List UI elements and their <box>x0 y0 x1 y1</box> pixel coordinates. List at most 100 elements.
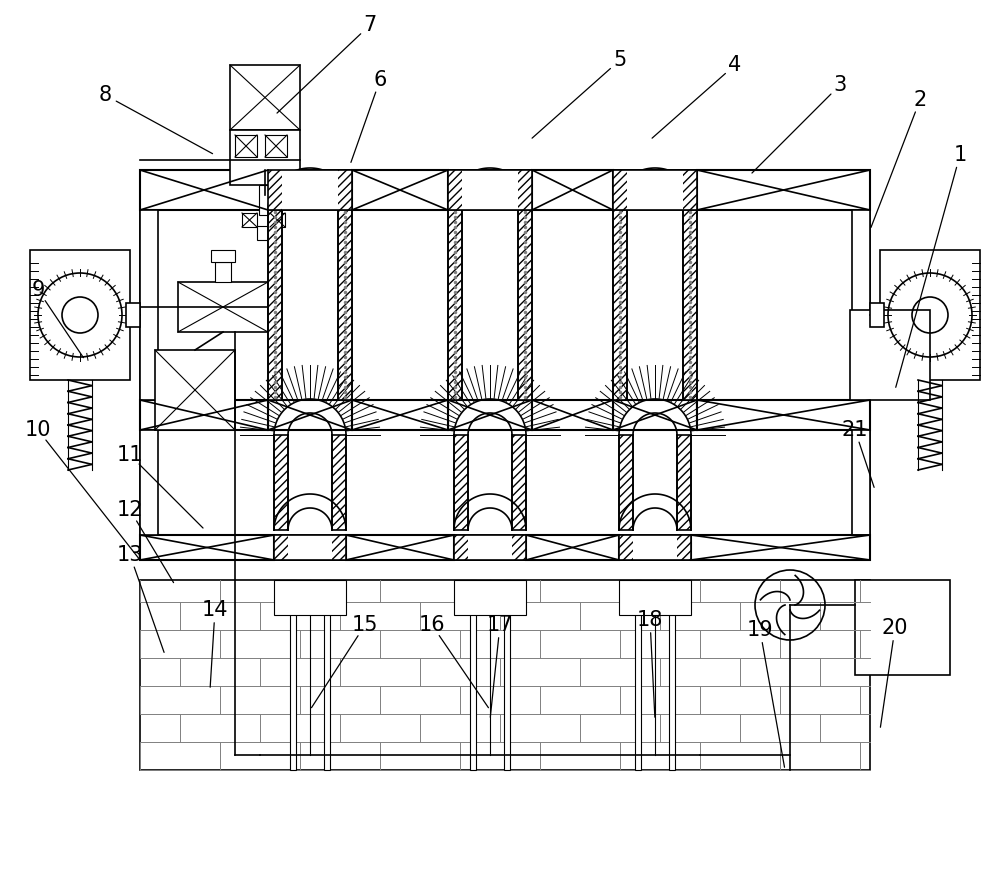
Bar <box>126 303 140 327</box>
Bar <box>850 310 930 400</box>
Bar <box>332 435 346 530</box>
Bar <box>880 250 980 380</box>
Bar <box>691 535 870 560</box>
Bar <box>352 400 448 430</box>
Text: 13: 13 <box>117 545 143 565</box>
Bar <box>140 580 870 770</box>
Bar <box>855 580 950 675</box>
Text: 6: 6 <box>373 70 387 90</box>
Bar <box>338 210 352 400</box>
Text: 18: 18 <box>637 610 663 630</box>
Bar <box>140 170 870 210</box>
Text: 20: 20 <box>882 618 908 638</box>
Bar <box>532 400 613 430</box>
Text: 21: 21 <box>842 420 868 440</box>
Bar <box>613 170 697 210</box>
Bar <box>852 430 870 535</box>
Bar <box>242 213 257 227</box>
Bar <box>633 535 677 560</box>
Bar <box>518 210 532 400</box>
Bar <box>697 400 870 430</box>
Bar <box>230 130 300 185</box>
Bar <box>259 185 271 215</box>
Bar <box>140 170 870 430</box>
Bar <box>290 580 296 770</box>
Text: 14: 14 <box>202 600 228 620</box>
Bar <box>282 170 338 210</box>
Bar <box>512 435 526 530</box>
Bar <box>613 210 627 400</box>
Bar <box>852 210 870 400</box>
Text: 1: 1 <box>953 145 967 165</box>
Bar <box>140 535 274 560</box>
Bar <box>140 400 268 430</box>
Bar <box>346 535 454 560</box>
Bar <box>30 250 130 380</box>
Bar <box>268 210 282 400</box>
Bar <box>230 65 300 130</box>
Text: 9: 9 <box>31 280 45 300</box>
Bar <box>140 535 870 560</box>
Bar <box>468 535 512 560</box>
Bar <box>518 210 532 400</box>
Bar <box>140 400 870 430</box>
Bar <box>454 535 526 560</box>
Text: 5: 5 <box>613 50 627 70</box>
Bar <box>627 170 683 210</box>
Bar <box>274 435 288 530</box>
Bar <box>352 170 448 210</box>
Bar <box>265 135 287 157</box>
Bar <box>268 400 352 430</box>
Bar <box>613 210 627 400</box>
Bar <box>454 580 526 615</box>
Bar <box>140 170 268 210</box>
Bar <box>635 580 641 770</box>
Bar <box>274 580 346 615</box>
Bar <box>504 580 510 770</box>
Bar <box>448 170 532 210</box>
Bar <box>140 210 158 400</box>
Bar <box>619 535 691 560</box>
Bar <box>454 535 526 560</box>
Bar <box>338 210 352 400</box>
Text: 17: 17 <box>487 615 513 635</box>
Bar <box>270 213 285 227</box>
Text: 19: 19 <box>747 620 773 640</box>
Bar <box>613 170 697 210</box>
Bar <box>268 170 352 210</box>
Text: 16: 16 <box>419 615 445 635</box>
Bar <box>677 435 691 530</box>
Bar <box>619 435 633 530</box>
Bar <box>448 210 462 400</box>
Bar <box>274 535 346 560</box>
Bar <box>613 400 697 430</box>
Bar <box>140 430 158 535</box>
Bar <box>178 282 268 332</box>
Bar <box>268 170 352 210</box>
Text: 15: 15 <box>352 615 378 635</box>
Text: 4: 4 <box>728 55 742 75</box>
Bar <box>470 580 476 770</box>
Bar <box>448 210 462 400</box>
Bar <box>619 580 691 615</box>
Bar <box>257 226 273 240</box>
Bar <box>454 435 468 530</box>
Bar <box>870 303 884 327</box>
Bar <box>697 170 870 210</box>
Bar <box>669 580 675 770</box>
Bar <box>274 535 346 560</box>
Text: 3: 3 <box>833 75 847 95</box>
Bar <box>677 435 691 530</box>
Bar <box>215 262 231 282</box>
Text: 10: 10 <box>25 420 51 440</box>
Text: 8: 8 <box>98 85 112 105</box>
Bar <box>155 350 235 430</box>
Bar <box>512 435 526 530</box>
Bar <box>324 580 330 770</box>
Bar <box>288 535 332 560</box>
Bar <box>211 250 235 262</box>
Bar <box>462 170 518 210</box>
Bar <box>683 210 697 400</box>
Bar <box>448 170 532 210</box>
Bar <box>619 435 633 530</box>
